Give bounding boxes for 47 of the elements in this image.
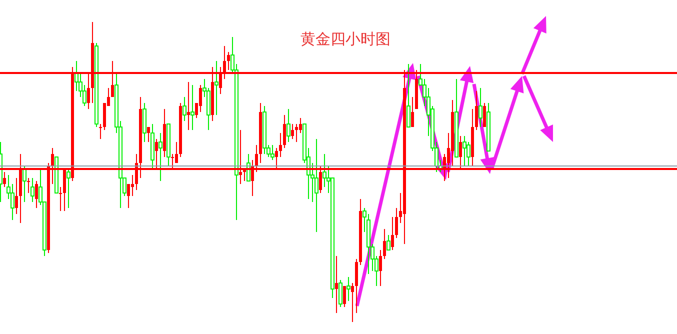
candlestick	[127, 184, 130, 208]
candlestick	[59, 186, 62, 212]
candlestick	[30, 178, 34, 202]
candlestick	[3, 172, 6, 188]
candlestick	[35, 180, 38, 208]
candlestick	[462, 136, 466, 166]
candlestick	[386, 234, 390, 250]
candlestick	[66, 168, 70, 208]
candlestick	[147, 126, 150, 142]
candlestick	[379, 250, 382, 286]
candlestick	[270, 144, 274, 160]
candlestick	[158, 132, 162, 182]
candlestick	[478, 88, 482, 128]
candlestick	[199, 84, 202, 112]
candlestick	[355, 258, 358, 314]
candlestick	[335, 256, 338, 314]
candlestick	[406, 64, 410, 128]
candlestick	[142, 102, 146, 142]
candlestick	[314, 138, 318, 232]
candlestick	[214, 60, 218, 116]
candlestick	[131, 174, 134, 196]
candlestick	[22, 166, 26, 202]
candlestick	[99, 124, 102, 140]
candlestick	[291, 124, 294, 140]
candlestick	[343, 286, 346, 308]
text: 黄金四小时图	[299, 30, 392, 49]
candlestick	[227, 52, 230, 70]
candlestick	[346, 276, 350, 302]
candlestick	[190, 84, 194, 130]
candlestick	[483, 102, 486, 128]
candlestick	[295, 124, 298, 142]
candlestick	[475, 90, 478, 130]
candlestick	[175, 142, 178, 164]
candlestick	[411, 96, 414, 128]
candlestick	[338, 280, 342, 308]
candlestick	[279, 132, 282, 158]
candlestick	[187, 82, 190, 130]
candlestick	[299, 118, 302, 134]
candlestick	[383, 228, 386, 260]
candlestick	[391, 216, 394, 250]
candlestick	[395, 208, 398, 238]
candlestick	[286, 108, 290, 142]
candlestick	[15, 178, 18, 214]
candlestick	[351, 282, 354, 322]
candlestick	[283, 114, 286, 148]
candlestick	[27, 178, 30, 194]
candlestick	[182, 96, 186, 122]
